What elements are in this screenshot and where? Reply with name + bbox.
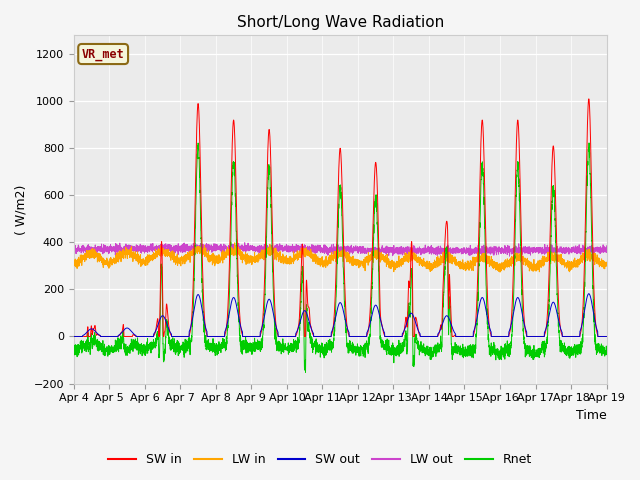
SW in [602, 334, 610, 339]
Rnet [301, 370, 309, 375]
SW in [585, 96, 593, 102]
Line: LW in: LW in [74, 243, 607, 272]
SW in [70, 334, 77, 339]
SW in [166, 327, 173, 333]
LW out [603, 243, 611, 249]
LW out [460, 245, 467, 251]
LW in [166, 254, 173, 260]
SW in [490, 334, 497, 339]
LW in [603, 260, 611, 266]
LW in [496, 269, 504, 275]
LW out [430, 248, 438, 253]
SW in [320, 334, 328, 339]
X-axis label: Time: Time [576, 409, 607, 422]
LW out [490, 246, 497, 252]
SW out [603, 334, 611, 339]
Rnet [320, 355, 328, 361]
SW out [602, 334, 610, 339]
LW in [320, 264, 328, 269]
SW out [490, 334, 497, 339]
Title: Short/Long Wave Radiation: Short/Long Wave Radiation [237, 15, 444, 30]
LW in [460, 266, 467, 272]
LW in [602, 262, 610, 268]
LW in [231, 240, 239, 246]
Line: Rnet: Rnet [74, 143, 607, 372]
Line: SW in: SW in [74, 99, 607, 336]
LW out [241, 240, 248, 246]
LW out [506, 253, 513, 259]
Rnet [490, 347, 497, 352]
Rnet [603, 351, 611, 357]
Rnet [430, 348, 438, 353]
Y-axis label: ( W/m2): ( W/m2) [15, 184, 28, 235]
Line: SW out: SW out [74, 294, 607, 336]
LW in [430, 262, 438, 268]
Rnet [602, 349, 610, 355]
Rnet [166, 342, 173, 348]
Legend: SW in, LW in, SW out, LW out, Rnet: SW in, LW in, SW out, LW out, Rnet [103, 448, 537, 471]
LW out [70, 244, 77, 250]
LW in [70, 259, 77, 264]
Rnet [70, 348, 77, 354]
SW out [166, 328, 173, 334]
SW out [585, 291, 593, 297]
LW out [320, 242, 328, 248]
LW out [602, 246, 610, 252]
SW out [320, 334, 328, 339]
SW out [430, 334, 438, 339]
Line: LW out: LW out [74, 243, 607, 256]
SW out [460, 334, 467, 339]
SW in [430, 334, 438, 339]
SW out [70, 334, 77, 339]
SW in [460, 334, 467, 339]
LW in [490, 259, 497, 265]
SW in [603, 334, 611, 339]
Text: VR_met: VR_met [82, 48, 125, 60]
Rnet [460, 355, 467, 360]
Rnet [585, 140, 593, 146]
LW out [166, 245, 173, 251]
